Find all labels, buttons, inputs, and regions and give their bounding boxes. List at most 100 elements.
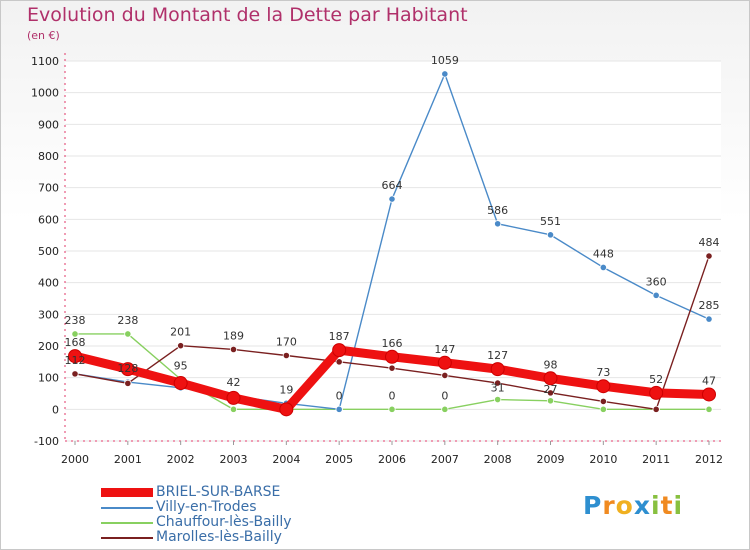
data-label: 95 <box>174 359 188 372</box>
legend-item: Chauffour-lès-Bailly <box>101 515 292 530</box>
data-label: 0 <box>389 389 396 402</box>
x-tick-label: 2004 <box>272 453 300 466</box>
data-label: 47 <box>702 374 716 387</box>
logo-letter: i <box>651 491 661 520</box>
logo-letter: o <box>615 491 634 520</box>
data-point <box>705 252 713 260</box>
data-point <box>599 263 607 272</box>
x-tick-label: 2000 <box>61 453 89 466</box>
data-point <box>177 342 185 350</box>
legend-label: Villy-en-Trodes <box>156 499 257 515</box>
data-label: 128 <box>117 362 138 375</box>
data-label: 448 <box>593 247 614 260</box>
data-label: 42 <box>227 376 241 389</box>
data-point <box>173 376 188 391</box>
data-label: 0 <box>441 389 448 402</box>
y-tick-label: -100 <box>34 435 59 448</box>
y-tick-label: 300 <box>38 308 59 321</box>
data-point <box>599 405 607 413</box>
data-label: 127 <box>487 349 508 362</box>
data-point <box>388 195 396 203</box>
logo-letter: t <box>660 491 674 520</box>
data-label: 664 <box>382 179 403 192</box>
legend-label: Chauffour-lès-Bailly <box>156 514 292 530</box>
legend-label: BRIEL-SUR-BARSE <box>156 484 281 500</box>
legend: BRIEL-SUR-BARSE Villy-en-Trodes Chauffour-… <box>101 485 292 545</box>
data-label: 168 <box>65 336 86 349</box>
data-label: 187 <box>329 330 350 343</box>
data-label: 112 <box>65 354 86 367</box>
data-point <box>335 358 343 366</box>
y-tick-label: 900 <box>38 118 59 131</box>
data-label: 360 <box>646 275 667 288</box>
data-point <box>385 349 399 364</box>
x-tick-label: 2010 <box>589 453 617 466</box>
y-tick-label: 700 <box>38 182 59 195</box>
x-tick-label: 2007 <box>431 453 459 466</box>
chart-title: Evolution du Montant de la Dette par Hab… <box>27 4 468 26</box>
data-point <box>388 405 396 413</box>
legend-swatch <box>101 506 153 509</box>
data-point <box>596 379 611 394</box>
data-label: 238 <box>65 314 86 327</box>
x-tick-label: 2012 <box>695 453 723 466</box>
data-point <box>124 330 132 338</box>
data-point <box>335 405 343 413</box>
x-tick-label: 2009 <box>537 453 565 466</box>
data-label: 170 <box>276 336 297 349</box>
data-point <box>279 402 294 417</box>
proxiti-logo: Proxiti <box>583 491 683 520</box>
legend-item: Marolles-lès-Bailly <box>101 530 292 545</box>
data-point <box>599 397 607 406</box>
legend-swatch <box>101 536 153 539</box>
data-label: 586 <box>487 204 508 217</box>
y-tick-label: 0 <box>52 403 59 416</box>
x-tick-label: 2001 <box>114 453 142 466</box>
y-tick-label: 200 <box>38 340 59 353</box>
legend-item: BRIEL-SUR-BARSE <box>101 485 292 500</box>
data-point <box>388 364 396 372</box>
data-label: 238 <box>117 314 138 327</box>
data-point <box>543 371 558 386</box>
legend-label: Marolles-lès-Bailly <box>156 529 282 545</box>
y-tick-label: 400 <box>38 277 59 290</box>
data-point <box>652 405 660 413</box>
y-tick-label: 1100 <box>31 55 59 68</box>
data-point <box>546 231 555 239</box>
y-axis-unit-label: (en €) <box>27 29 60 42</box>
data-point <box>649 385 664 400</box>
data-point <box>494 379 502 387</box>
x-tick-label: 2011 <box>642 453 670 466</box>
data-label: 285 <box>699 299 720 312</box>
data-point <box>68 349 82 364</box>
data-point <box>705 405 713 413</box>
data-point <box>441 371 449 380</box>
y-tick-label: 100 <box>38 372 59 385</box>
data-label: 19 <box>279 383 293 396</box>
legend-swatch <box>101 521 153 524</box>
data-point <box>226 390 241 405</box>
legend-swatch <box>101 488 153 497</box>
data-label: 147 <box>434 343 455 356</box>
data-point <box>124 379 132 387</box>
data-point <box>546 397 555 405</box>
data-label: 27 <box>544 383 558 396</box>
logo-letter: i <box>673 491 684 520</box>
data-point <box>332 343 347 358</box>
data-point <box>120 362 135 377</box>
data-point <box>546 389 555 397</box>
legend-item: Villy-en-Trodes <box>101 500 292 515</box>
data-label: 189 <box>223 329 244 342</box>
data-label: 73 <box>596 366 610 379</box>
data-point <box>494 395 502 404</box>
data-point <box>282 351 290 360</box>
data-label: 0 <box>336 389 343 402</box>
data-label: 31 <box>491 382 505 395</box>
logo-letter: x <box>633 491 651 520</box>
data-label: 484 <box>699 236 720 249</box>
data-label: 52 <box>649 373 663 386</box>
y-tick-label: 600 <box>38 213 59 226</box>
data-point <box>71 330 79 338</box>
data-point <box>490 362 505 377</box>
